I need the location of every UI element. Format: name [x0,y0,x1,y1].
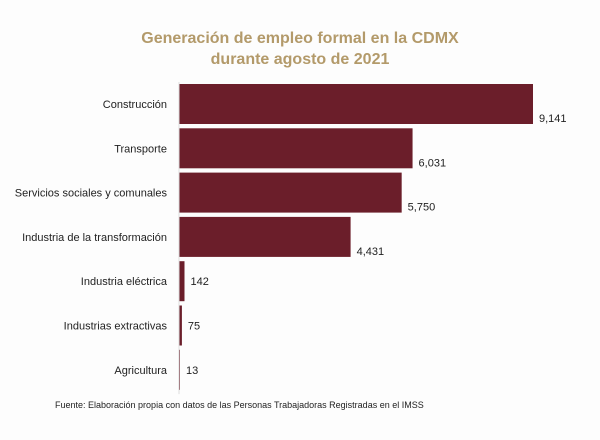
bar [179,305,182,346]
chart-subtitle: durante agosto de 2021 [210,51,390,68]
category-label: Industria de la transformación [22,232,167,244]
bar [179,128,413,169]
category-label: Industria eléctrica [81,276,168,288]
chart-title: Generación de empleo formal en la CDMX [141,30,459,47]
bar [179,172,402,213]
category-label: Construcción [103,99,167,111]
value-label: 9,141 [539,113,567,125]
source-note: Fuente: Elaboración propia con datos de … [55,400,424,410]
value-label: 75 [188,321,200,333]
bar [179,261,185,302]
category-label: Industrias extractivas [64,321,168,333]
value-label: 4,431 [357,246,385,258]
category-label: Transporte [114,143,167,155]
value-label: 13 [186,365,198,377]
bar [179,84,533,124]
category-label: Servicios sociales y comunales [15,188,168,200]
category-label: Agricultura [114,365,167,377]
bar [179,216,351,257]
value-label: 6,031 [419,157,447,169]
value-label: 142 [190,276,208,288]
value-label: 5,750 [408,202,436,214]
